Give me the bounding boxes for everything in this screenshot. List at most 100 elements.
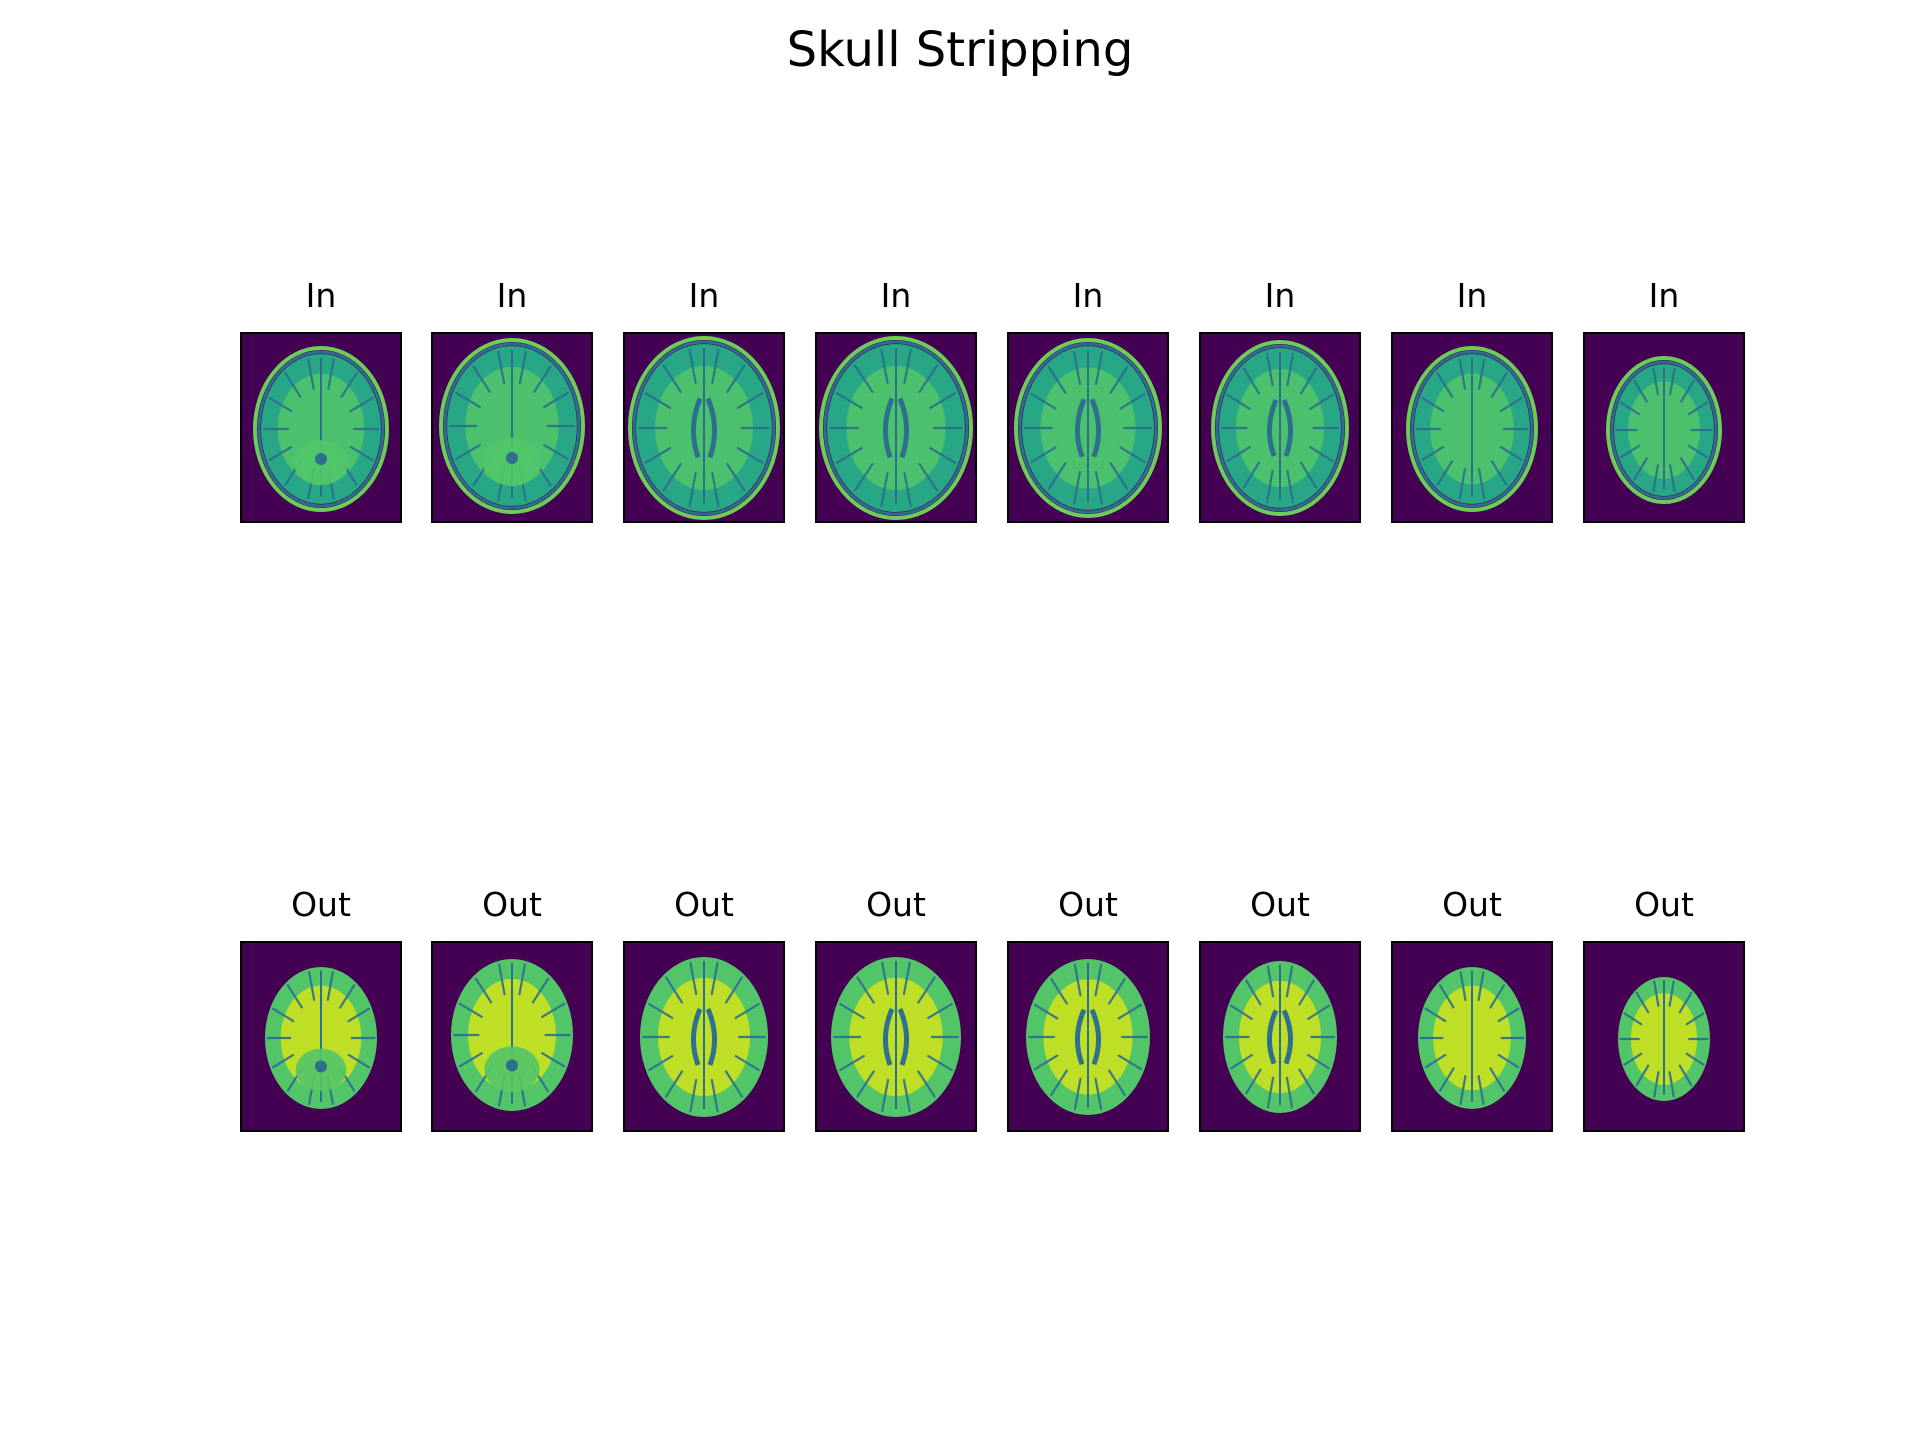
sulcus bbox=[839, 1054, 865, 1072]
mri-slice-image bbox=[1199, 332, 1361, 523]
slice-panel: Out bbox=[1391, 885, 1553, 1132]
sulcus bbox=[1438, 1067, 1455, 1092]
sulcus bbox=[1477, 358, 1486, 390]
mri-slice-image bbox=[1391, 941, 1553, 1132]
sulcus bbox=[644, 446, 672, 464]
sulcus bbox=[1669, 367, 1676, 396]
sulcus bbox=[854, 463, 874, 492]
sulcus bbox=[856, 1070, 875, 1098]
mri-slice-svg bbox=[242, 943, 400, 1130]
sulcus bbox=[854, 364, 874, 393]
sulcus bbox=[1490, 372, 1508, 398]
sulcus bbox=[339, 984, 356, 1009]
sulcus bbox=[736, 392, 764, 410]
panel-label: Out bbox=[1442, 885, 1502, 924]
sulcus bbox=[1226, 393, 1251, 411]
sulcus bbox=[1436, 460, 1454, 486]
sulcus bbox=[458, 1002, 483, 1018]
sulcus bbox=[1094, 1077, 1103, 1111]
mri-slice-svg bbox=[817, 334, 975, 521]
sulcus bbox=[531, 977, 550, 1004]
skull-ring bbox=[253, 346, 389, 512]
sulcus bbox=[1073, 963, 1082, 997]
sulcus bbox=[1459, 1074, 1467, 1105]
sulcus bbox=[518, 350, 527, 385]
sulcus bbox=[1499, 445, 1523, 462]
sulcus bbox=[349, 445, 374, 462]
sulcus bbox=[1230, 1054, 1253, 1070]
slice-panel: Out bbox=[1199, 885, 1361, 1132]
sulcus bbox=[1620, 401, 1641, 416]
ventricle-left bbox=[1075, 1008, 1087, 1066]
output-row: Out Out Out Out Out Out Out Out bbox=[0, 885, 1920, 1165]
slice-panel: Out bbox=[240, 885, 402, 1132]
sulcus bbox=[711, 471, 720, 507]
panel-label: In bbox=[880, 276, 912, 315]
mri-slice-image bbox=[1583, 941, 1745, 1132]
ventricle-right bbox=[705, 397, 717, 459]
sulcus bbox=[1633, 457, 1648, 481]
sulcus bbox=[1266, 1076, 1275, 1109]
sulcus bbox=[347, 1053, 371, 1069]
sulcus bbox=[271, 1007, 295, 1023]
sulcus bbox=[648, 1054, 674, 1072]
sulcus bbox=[1266, 965, 1275, 998]
sulcus bbox=[1678, 991, 1693, 1014]
sulcus bbox=[1424, 1053, 1447, 1069]
mri-slice-svg bbox=[625, 943, 783, 1130]
mri-slice-svg bbox=[1585, 334, 1743, 521]
sulcus bbox=[1119, 446, 1146, 463]
panel-label: In bbox=[688, 276, 720, 315]
sulcus bbox=[839, 1002, 865, 1020]
sulcus bbox=[1438, 984, 1455, 1009]
panel-label: Out bbox=[1634, 885, 1694, 924]
mri-slice-svg bbox=[1009, 334, 1167, 521]
mri-slice-svg bbox=[433, 943, 591, 1130]
ventricle-right bbox=[1089, 1008, 1101, 1066]
sulcus bbox=[880, 349, 889, 385]
sulcus bbox=[1477, 1074, 1485, 1105]
slice-panel: In bbox=[1583, 276, 1745, 523]
scalp-layer bbox=[823, 340, 969, 516]
panel-label: Out bbox=[866, 885, 926, 924]
sulcus bbox=[1299, 367, 1318, 395]
sulcus bbox=[1623, 1052, 1643, 1066]
scalp-layer bbox=[1610, 360, 1718, 500]
ventricle-right bbox=[1281, 399, 1293, 457]
sulcus bbox=[1094, 470, 1104, 506]
sulcus bbox=[1307, 1004, 1330, 1020]
sulcus bbox=[1652, 367, 1659, 396]
slice-panel: In bbox=[240, 276, 402, 523]
sulcus bbox=[1298, 1068, 1315, 1095]
sulcus bbox=[1047, 462, 1067, 491]
sulcus bbox=[458, 1052, 483, 1068]
mri-slice-image bbox=[1583, 332, 1745, 523]
sulcus bbox=[1072, 350, 1082, 386]
slice-panel: In bbox=[1199, 276, 1361, 523]
sulcus bbox=[1094, 350, 1104, 386]
sulcus bbox=[472, 365, 491, 393]
skull-ring bbox=[628, 336, 780, 520]
slice-panel: In bbox=[623, 276, 785, 523]
sulcus bbox=[1458, 468, 1467, 500]
sulcus bbox=[726, 364, 746, 393]
ventricle-right bbox=[897, 397, 909, 459]
sulcus bbox=[1286, 469, 1294, 504]
sulcus bbox=[902, 1078, 911, 1113]
sulcus bbox=[1108, 1069, 1126, 1097]
skull-ring bbox=[1406, 346, 1538, 512]
mri-slice-svg bbox=[1201, 334, 1359, 521]
ventricle-left bbox=[883, 1008, 895, 1066]
sulcus bbox=[497, 350, 506, 385]
sulcus bbox=[734, 1054, 760, 1072]
slice-panel: In bbox=[431, 276, 593, 523]
mri-slice-svg bbox=[1009, 943, 1167, 1130]
sulcus bbox=[543, 443, 569, 461]
mri-slice-image bbox=[1007, 332, 1169, 523]
mri-slice-image bbox=[815, 941, 977, 1132]
panel-label: In bbox=[496, 276, 528, 315]
sulcus bbox=[541, 1002, 566, 1018]
slice-panel: Out bbox=[1007, 885, 1169, 1132]
mri-slice-svg bbox=[1393, 943, 1551, 1130]
sulcus bbox=[1477, 971, 1485, 1002]
